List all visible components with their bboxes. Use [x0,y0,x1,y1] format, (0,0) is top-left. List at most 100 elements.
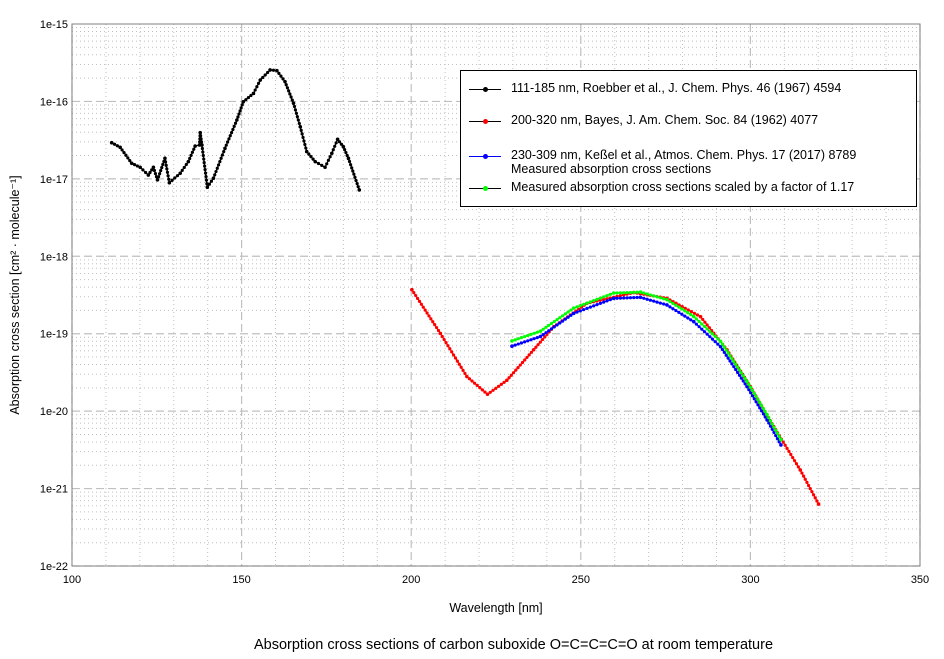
data-marker [523,334,527,339]
data-marker [694,322,699,326]
data-marker [628,296,633,300]
data-marker [345,153,349,158]
data-point [138,165,142,170]
data-marker [122,150,126,155]
y-tick-label: 1e-20 [40,406,68,418]
data-marker [747,382,751,387]
data-marker [716,337,720,341]
data-marker [767,421,771,425]
data-marker [686,311,690,315]
data-marker [126,156,130,160]
data-marker [615,296,619,300]
series-line [511,291,782,440]
data-marker [543,335,547,339]
series-2 [510,295,783,447]
data-marker [529,338,533,342]
data-marker [705,332,709,336]
series-0 [109,68,362,192]
data-marker [608,298,612,302]
chart-title: Absorption cross sections of carbon subo… [253,637,774,653]
data-marker [703,320,707,324]
data-marker [297,121,301,126]
y-tick-label: 1e-21 [40,484,68,496]
data-marker [730,356,734,361]
data-marker [777,434,781,439]
data-point [275,68,279,73]
data-marker [488,390,492,394]
data-marker [470,379,474,383]
data-marker [615,291,619,295]
data-point [745,384,749,389]
data-marker [511,371,516,375]
data-marker [224,143,228,147]
data-marker [173,176,177,180]
y-tick-label: 1e-15 [40,19,68,31]
data-point [323,165,327,170]
data-marker [343,148,347,152]
data-point [611,291,616,295]
data-marker [526,333,530,338]
data-marker [240,103,244,107]
legend-line [469,186,501,191]
data-marker [668,305,672,309]
data-marker [632,295,636,300]
data-marker [689,313,693,317]
data-point [129,161,134,166]
data-marker [334,141,338,145]
data-point [438,331,443,336]
data-marker [792,459,797,463]
data-point [611,296,616,301]
data-marker [808,486,812,491]
data-marker [734,367,738,372]
data-marker [311,157,315,161]
legend-marker [483,119,488,124]
data-point [146,173,151,177]
data-marker [724,353,728,357]
data-marker [295,115,299,119]
data-marker [622,291,626,295]
data-marker [535,330,539,334]
data-marker [353,175,357,179]
data-marker [569,308,573,312]
data-marker [549,327,554,331]
data-point [665,303,669,307]
data-point [200,143,204,147]
data-marker [158,172,162,176]
data-point [155,178,160,182]
data-marker [502,380,506,384]
x-tick-label: 100 [63,574,81,586]
data-marker [532,331,536,335]
data-marker [750,394,755,398]
data-marker [534,345,538,349]
data-marker [768,419,773,423]
data-marker [671,307,675,311]
data-marker [351,169,355,173]
data-marker [423,308,427,312]
data-marker [772,425,776,429]
data-marker [813,496,817,500]
data-point [341,144,346,149]
data-marker [541,327,545,331]
data-marker [431,320,435,324]
data-marker [287,89,291,93]
data-marker [516,366,520,370]
data-marker [747,388,751,392]
data-marker [290,98,294,102]
data-marker [737,373,742,377]
data-marker [754,394,758,399]
legend-item-kessel: 230-309 nm, Keßel et al., Atmos. Chem. P… [469,148,856,176]
data-marker [527,353,531,357]
data-marker [566,315,570,319]
data-marker [434,325,439,330]
data-marker [509,373,513,377]
data-marker [255,85,259,89]
data-marker [724,348,728,352]
data-marker [150,168,154,172]
data-marker [761,407,765,411]
legend-label: Measured absorption cross sections scale… [511,180,855,194]
data-marker [787,449,791,454]
data-marker [164,163,168,167]
data-point [211,176,216,180]
data-marker [467,377,472,381]
data-marker [768,424,773,428]
